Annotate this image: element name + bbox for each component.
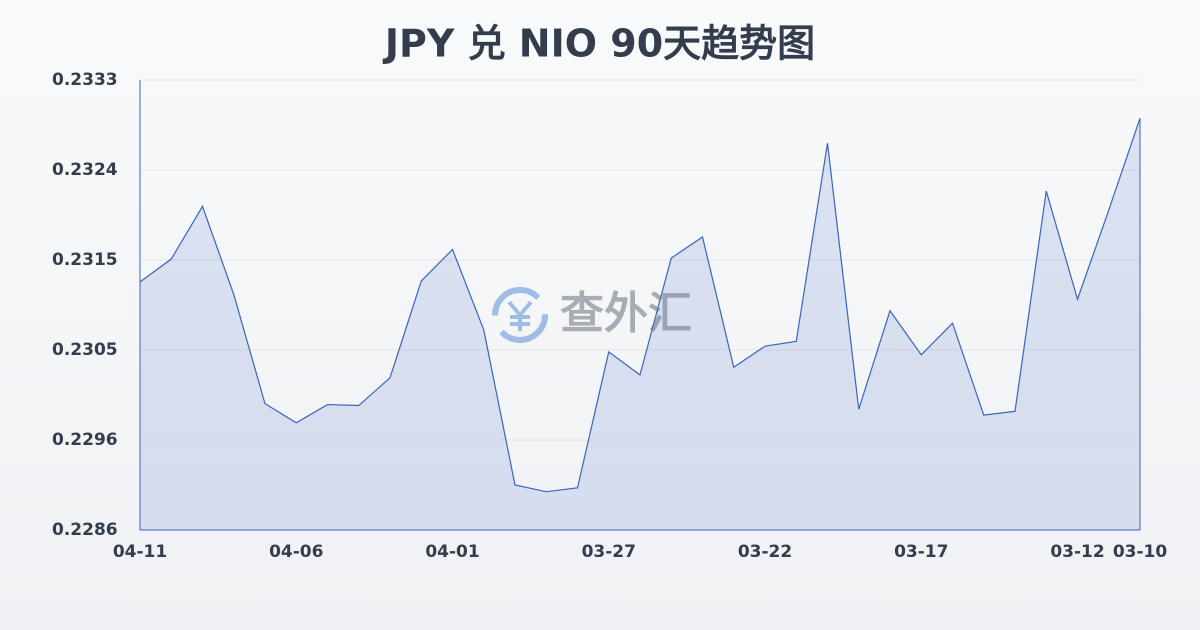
watermark-icon-symbol (507, 300, 533, 331)
x-tick-label: 03-12 (1050, 542, 1104, 562)
watermark-icon (492, 287, 548, 343)
x-tick-label: 04-06 (269, 542, 323, 562)
watermark-text: 查外汇 (560, 288, 692, 339)
watermark: 查外汇 (492, 287, 692, 343)
x-tick-label: 03-27 (582, 542, 636, 562)
x-tick-label: 04-01 (425, 542, 479, 562)
chart-title: JPY 兑 NIO 90天趋势图 (382, 22, 815, 66)
x-tick-label: 03-22 (738, 542, 792, 562)
y-tick-label: 0.2296 (52, 430, 118, 450)
y-tick-label: 0.2305 (52, 340, 118, 360)
plot-area: 0.2286 0.2296 0.2305 0.2315 0.2324 0.2333 04-1… (52, 70, 1167, 562)
y-tick-label: 0.2333 (52, 70, 118, 90)
line (139, 118, 1141, 493)
y-tick-label: 0.2286 (52, 520, 118, 540)
y-tick-label: 0.2315 (52, 250, 118, 270)
area (140, 118, 1140, 530)
x-tick-label: 04-11 (113, 542, 167, 562)
x-tick-label: 03-10 (1113, 542, 1168, 562)
x-tick-label: 03-17 (894, 542, 948, 562)
y-tick-label: 0.2324 (52, 160, 118, 180)
